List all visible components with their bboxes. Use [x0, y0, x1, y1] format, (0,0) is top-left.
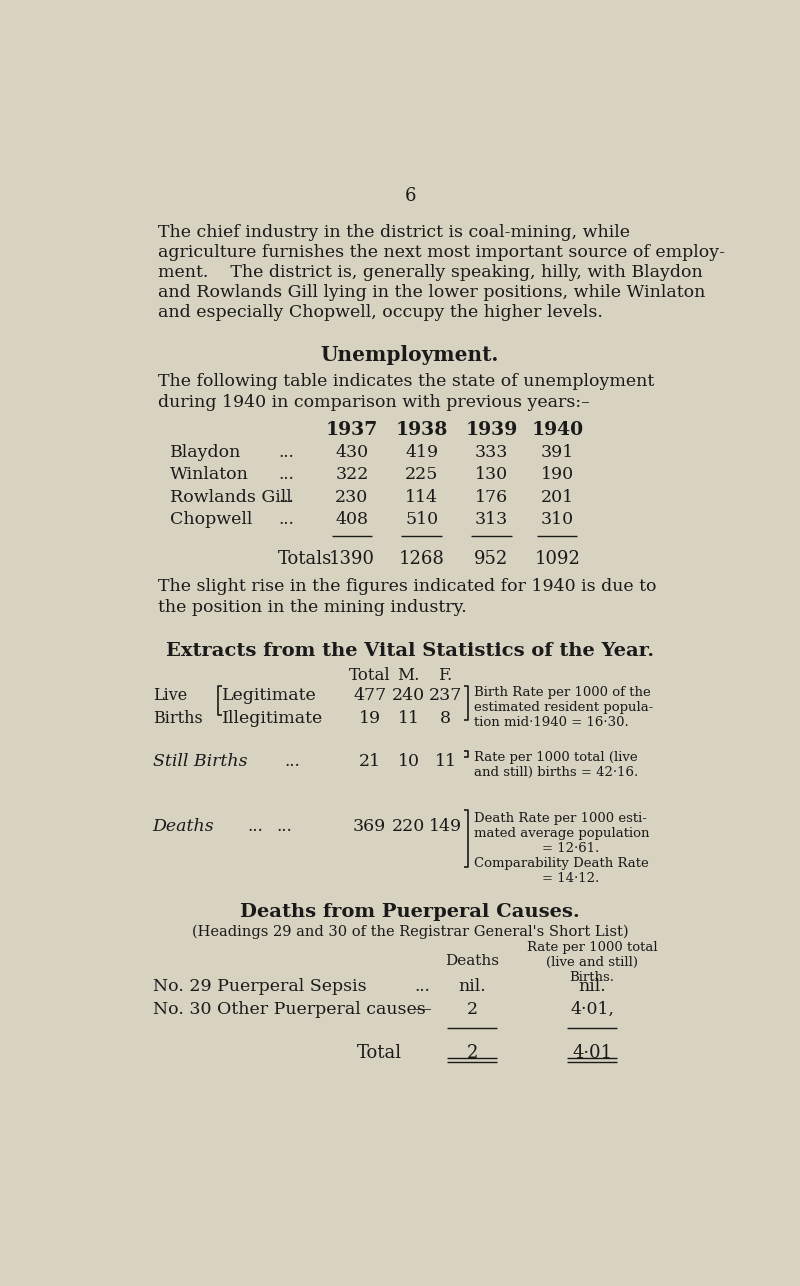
Text: 510: 510	[405, 511, 438, 527]
Text: 313: 313	[474, 511, 508, 527]
Text: Blaydon: Blaydon	[170, 444, 241, 460]
Text: and especially Chopwell, occupy the higher levels.: and especially Chopwell, occupy the high…	[158, 303, 603, 320]
Text: 114: 114	[405, 489, 438, 505]
Text: agriculture furnishes the next most important source of employ-: agriculture furnishes the next most impo…	[158, 243, 725, 261]
Text: the position in the mining industry.: the position in the mining industry.	[158, 598, 467, 616]
Text: Deaths from Puerperal Causes.: Deaths from Puerperal Causes.	[240, 903, 580, 921]
Text: and Rowlands Gill lying in the lower positions, while Winlaton: and Rowlands Gill lying in the lower pos…	[158, 284, 706, 301]
Text: 430: 430	[335, 444, 369, 460]
Text: 6: 6	[404, 186, 416, 204]
Text: 11: 11	[398, 710, 419, 728]
Text: 2: 2	[466, 1044, 478, 1062]
Text: 1268: 1268	[398, 550, 445, 568]
Text: 190: 190	[541, 466, 574, 484]
Text: The following table indicates the state of unemployment: The following table indicates the state …	[158, 373, 654, 390]
Text: 11: 11	[434, 752, 457, 769]
Text: Deaths: Deaths	[445, 954, 499, 967]
Text: ...: ...	[285, 752, 300, 769]
Text: F.: F.	[438, 667, 453, 684]
Text: ...: ...	[277, 818, 293, 835]
Text: during 1940 in comparison with previous years:–: during 1940 in comparison with previous …	[158, 394, 590, 410]
Text: 1937: 1937	[326, 421, 378, 439]
Text: 369: 369	[353, 818, 386, 835]
Text: 225: 225	[405, 466, 438, 484]
Text: ...: ...	[278, 444, 294, 460]
Text: 149: 149	[429, 818, 462, 835]
Text: Total: Total	[357, 1044, 402, 1062]
Text: (Headings 29 and 30 of the Registrar General's Short List): (Headings 29 and 30 of the Registrar Gen…	[192, 925, 628, 939]
Text: 1939: 1939	[466, 421, 518, 439]
Text: 176: 176	[475, 489, 508, 505]
Text: The slight rise in the figures indicated for 1940 is due to: The slight rise in the figures indicated…	[158, 577, 657, 595]
Text: Rate per 1000 total
(live and still)
Births.: Rate per 1000 total (live and still) Bir…	[527, 941, 658, 984]
Text: 1940: 1940	[531, 421, 583, 439]
Text: 477: 477	[353, 687, 386, 705]
Text: Legitimate: Legitimate	[222, 687, 317, 705]
Text: 201: 201	[541, 489, 574, 505]
Text: Rate per 1000 total (live
and still) births = 42·16.: Rate per 1000 total (live and still) bir…	[474, 751, 638, 779]
Text: No. 30 Other Puerperal causes: No. 30 Other Puerperal causes	[153, 1002, 426, 1019]
Text: Still Births: Still Births	[153, 752, 247, 769]
Text: Live: Live	[153, 687, 187, 705]
Text: 1938: 1938	[395, 421, 448, 439]
Text: 952: 952	[474, 550, 509, 568]
Text: 310: 310	[541, 511, 574, 527]
Text: 19: 19	[358, 710, 381, 728]
Text: 408: 408	[335, 511, 368, 527]
Text: Births: Births	[153, 710, 202, 728]
Text: ...: ...	[278, 466, 294, 484]
Text: 419: 419	[405, 444, 438, 460]
Text: The chief industry in the district is coal-mining, while: The chief industry in the district is co…	[158, 224, 630, 240]
Text: Unemployment.: Unemployment.	[321, 345, 499, 365]
Text: 237: 237	[429, 687, 462, 705]
Text: Winlaton: Winlaton	[170, 466, 249, 484]
Text: 230: 230	[335, 489, 369, 505]
Text: Chopwell: Chopwell	[170, 511, 252, 527]
Text: 1390: 1390	[329, 550, 375, 568]
Text: 322: 322	[335, 466, 369, 484]
Text: 240: 240	[392, 687, 425, 705]
Text: nil.: nil.	[578, 979, 606, 995]
Text: Birth Rate per 1000 of the
estimated resident popula-
tion mid·1940 = 16·30.: Birth Rate per 1000 of the estimated res…	[474, 685, 653, 729]
Text: 10: 10	[398, 752, 419, 769]
Text: Death Rate per 1000 esti-
mated average population
                = 12·61.
Comp: Death Rate per 1000 esti- mated average …	[474, 811, 649, 885]
Text: nil.: nil.	[458, 979, 486, 995]
Text: —: —	[414, 1002, 430, 1019]
Text: ...: ...	[247, 818, 263, 835]
Text: ...: ...	[278, 511, 294, 527]
Text: 1092: 1092	[534, 550, 580, 568]
Text: 4·01,: 4·01,	[570, 1002, 614, 1019]
Text: 130: 130	[475, 466, 508, 484]
Text: M.: M.	[398, 667, 420, 684]
Text: 391: 391	[541, 444, 574, 460]
Text: 220: 220	[392, 818, 425, 835]
Text: Illegitimate: Illegitimate	[222, 710, 324, 728]
Text: ...: ...	[278, 489, 294, 505]
Text: Total: Total	[349, 667, 390, 684]
Text: No. 29 Puerperal Sepsis: No. 29 Puerperal Sepsis	[153, 979, 366, 995]
Text: Totals: Totals	[278, 550, 333, 568]
Text: 4·01: 4·01	[572, 1044, 612, 1062]
Text: 21: 21	[358, 752, 381, 769]
Text: ment.    The district is, generally speaking, hilly, with Blaydon: ment. The district is, generally speakin…	[158, 264, 703, 280]
Text: Extracts from the Vital Statistics of the Year.: Extracts from the Vital Statistics of th…	[166, 643, 654, 661]
Text: 8: 8	[440, 710, 451, 728]
Text: 333: 333	[474, 444, 508, 460]
Text: 2: 2	[466, 1002, 478, 1019]
Text: Rowlands Gill: Rowlands Gill	[170, 489, 291, 505]
Text: Deaths: Deaths	[153, 818, 214, 835]
Text: ...: ...	[414, 979, 430, 995]
